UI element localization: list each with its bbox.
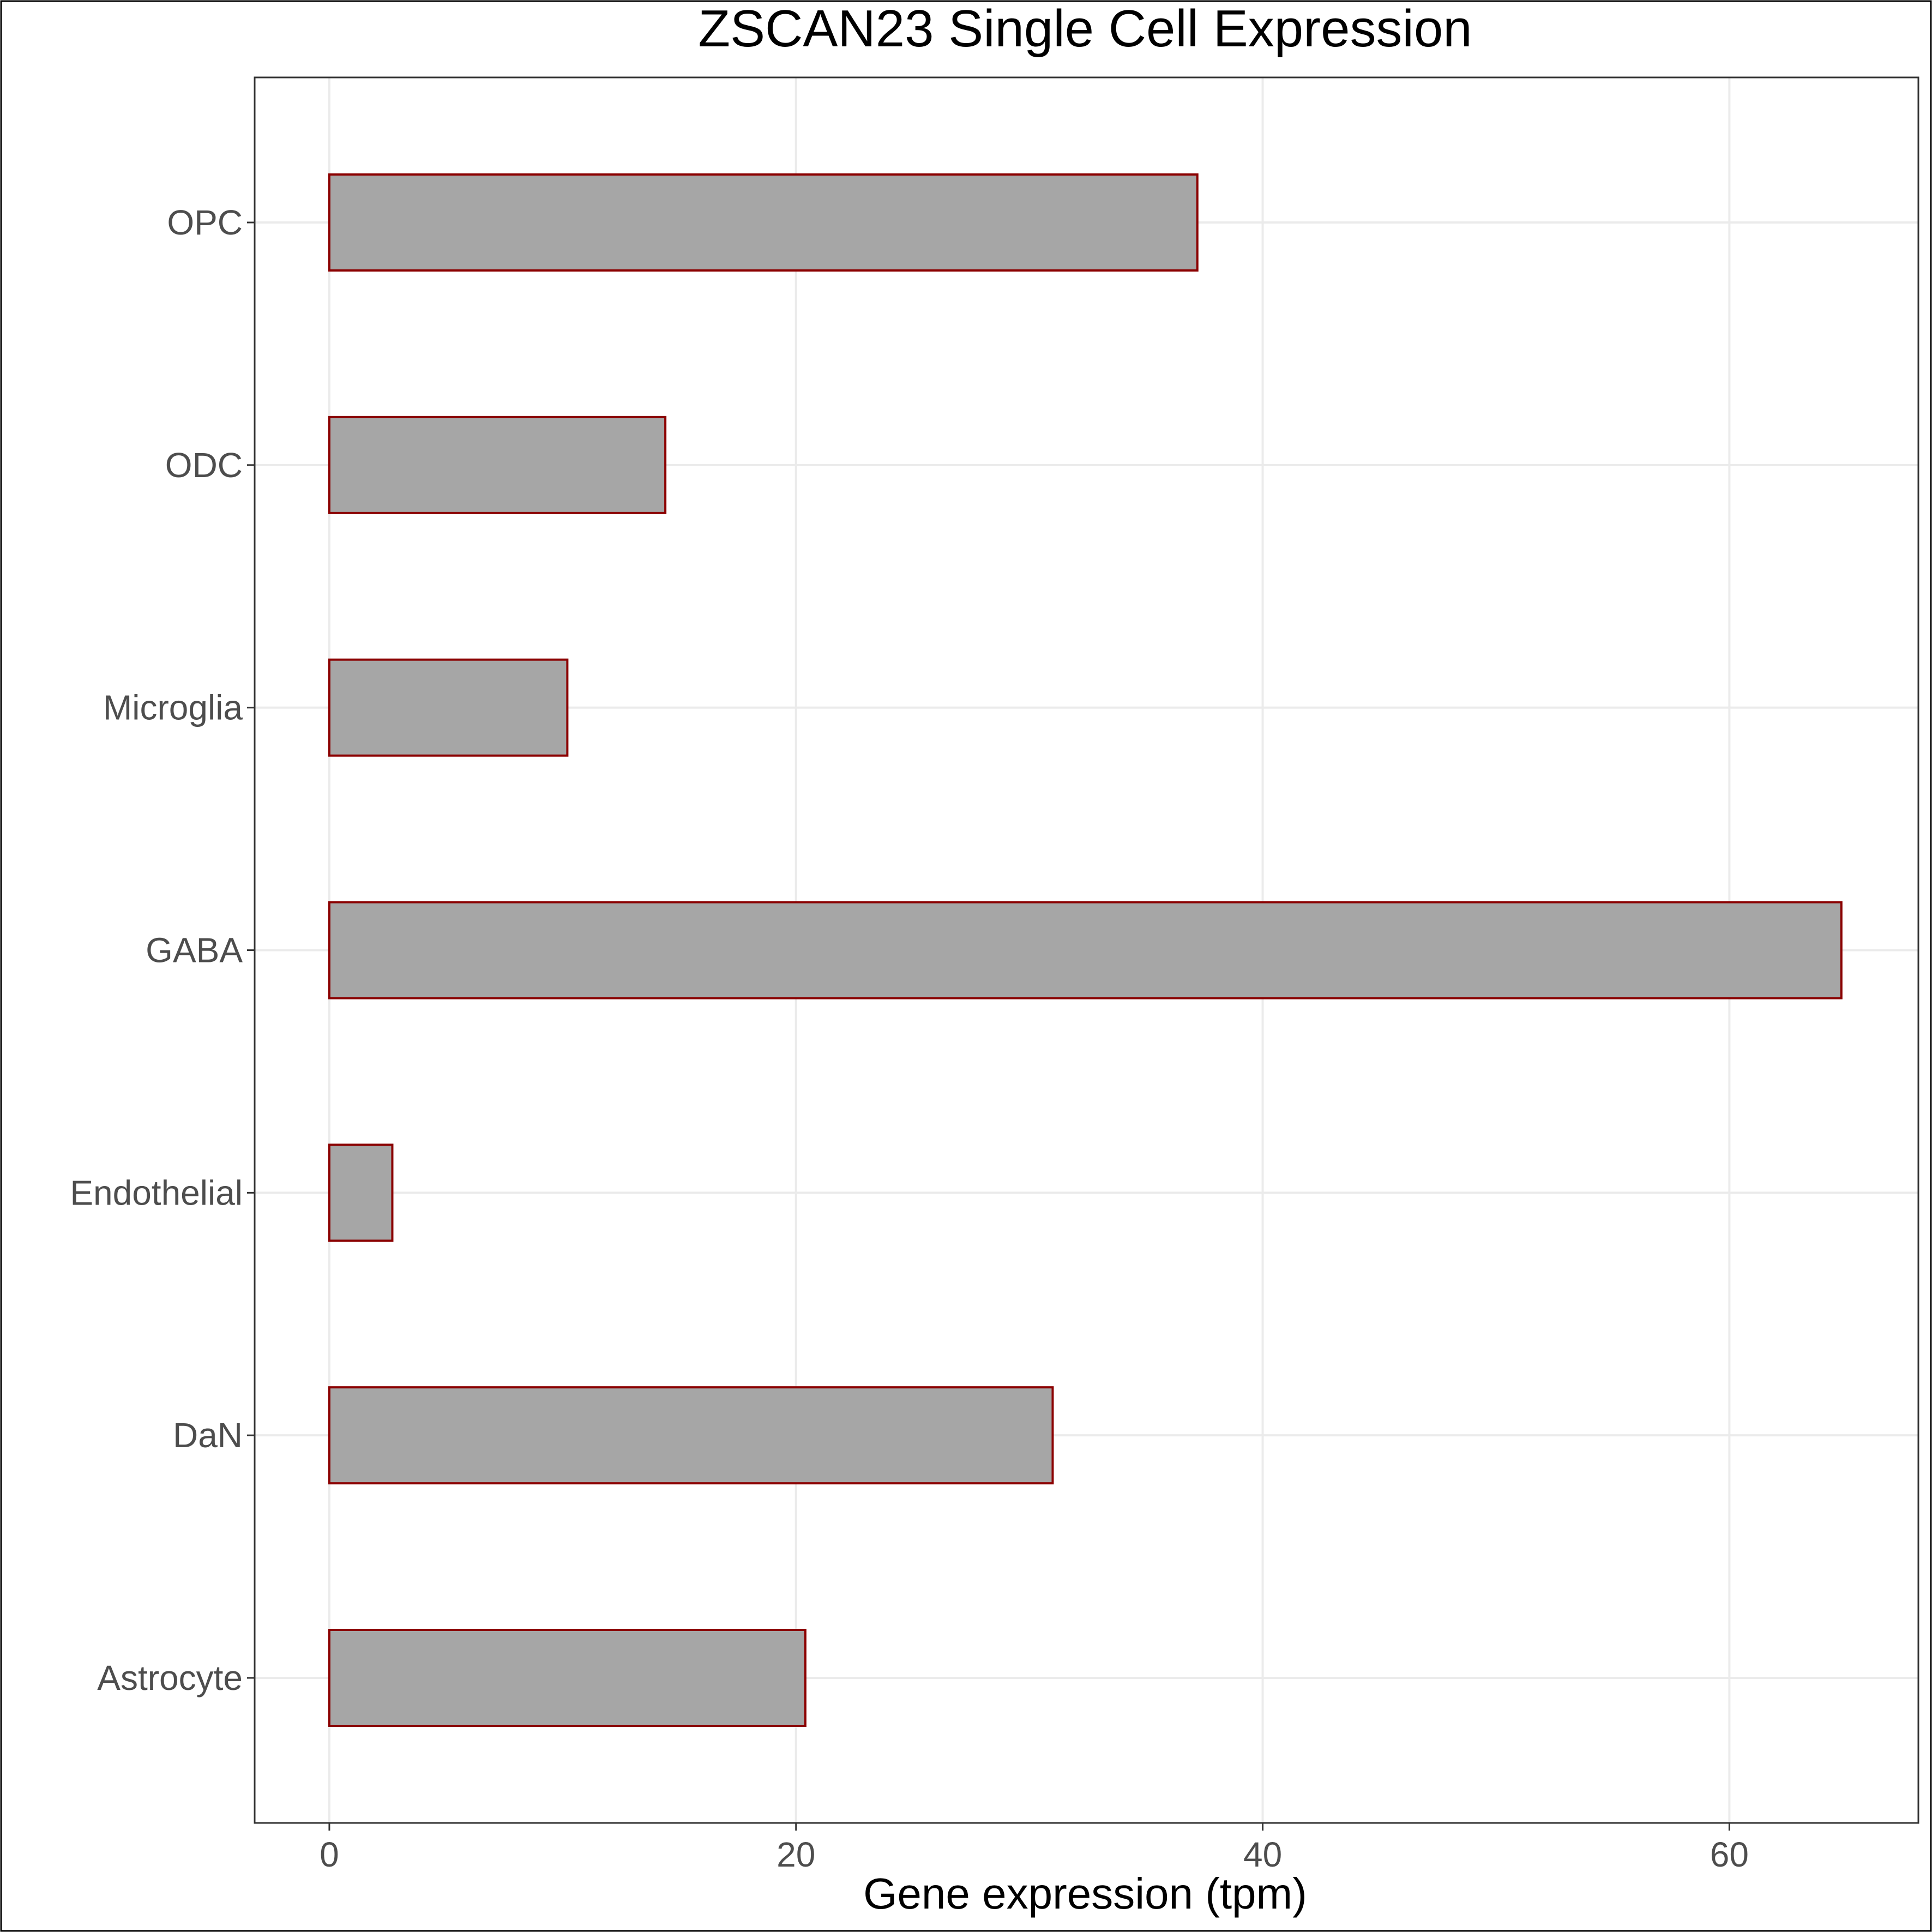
x-tick-label: 60 bbox=[1710, 1835, 1749, 1874]
bar-astrocyte bbox=[328, 1629, 806, 1727]
y-axis: Astrocyte DaN Endothelial GABA Microglia ODC O… bbox=[70, 203, 255, 1698]
y-tick-label: Endothelial bbox=[70, 1173, 243, 1212]
x-axis-title: Gene expression (tpm) bbox=[863, 1869, 1307, 1918]
x-tick-label: 0 bbox=[320, 1835, 339, 1874]
bar-layer bbox=[328, 173, 1843, 1727]
x-tick-label: 20 bbox=[777, 1835, 815, 1874]
y-tick-label: DaN bbox=[173, 1416, 243, 1455]
bar-odc bbox=[328, 416, 667, 514]
y-tick-label: Astrocyte bbox=[97, 1658, 243, 1698]
x-tick-label: 40 bbox=[1243, 1835, 1282, 1874]
y-tick-label: OPC bbox=[167, 203, 243, 242]
chart-title: ZSCAN23 Single Cell Expression bbox=[698, 0, 1472, 58]
y-tick-label: ODC bbox=[165, 446, 243, 485]
x-axis: 0 20 40 60 bbox=[320, 1823, 1749, 1874]
bar-opc bbox=[328, 173, 1199, 272]
y-tick-label: GABA bbox=[146, 931, 243, 970]
bar-dan bbox=[328, 1386, 1054, 1485]
bar-microglia bbox=[328, 658, 569, 757]
bar-gaba bbox=[328, 901, 1843, 1000]
bar-endothelial bbox=[328, 1143, 394, 1242]
y-tick-label: Microglia bbox=[103, 688, 243, 727]
